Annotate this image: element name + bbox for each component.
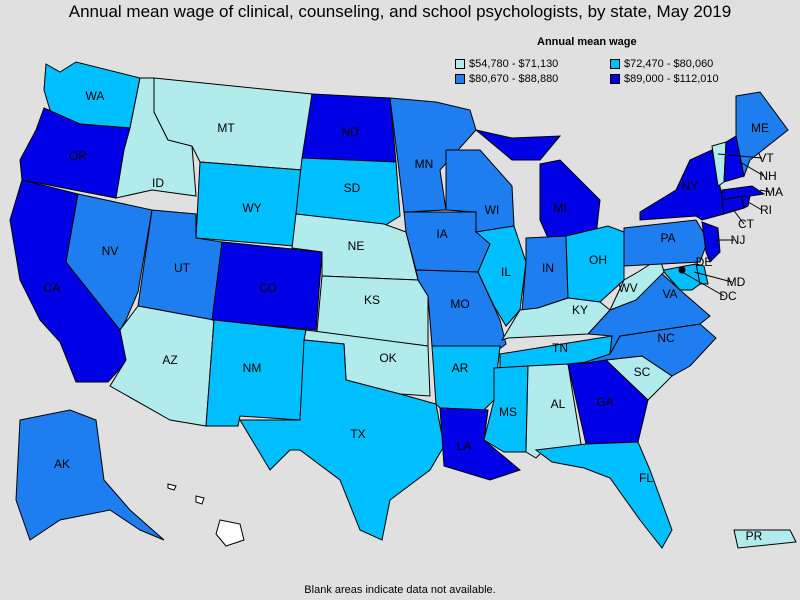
state-label-wa: WA bbox=[86, 89, 105, 103]
legend-swatch-tier-3 bbox=[610, 74, 620, 84]
legend-label-tier-0: $54,780 - $71,130 bbox=[469, 58, 559, 70]
state-label-fl: FL bbox=[639, 471, 653, 485]
legend-item-tier-1: $72,470 - $80,060 bbox=[610, 58, 770, 70]
state-label-ky: KY bbox=[572, 303, 588, 317]
state-label-ok: OK bbox=[379, 351, 396, 365]
state-label-nc: NC bbox=[657, 331, 675, 345]
state-label-sd: SD bbox=[344, 181, 361, 195]
state-label-la: LA bbox=[457, 439, 472, 453]
state-mn bbox=[389, 97, 477, 213]
legend-label-tier-2: $80,670 - $88,880 bbox=[469, 73, 559, 85]
state-pr bbox=[733, 529, 797, 549]
state-label-pa: PA bbox=[660, 231, 675, 245]
state-co bbox=[211, 241, 323, 331]
state-label-dc: DC bbox=[719, 289, 737, 303]
state-label-ia: IA bbox=[436, 227, 447, 241]
state-fl bbox=[534, 441, 673, 549]
leader-line-md bbox=[693, 271, 733, 283]
state-label-vt: VT bbox=[758, 151, 774, 165]
state-label-ct: CT bbox=[738, 217, 755, 231]
state-label-ca: CA bbox=[44, 281, 61, 295]
state-label-tn: TN bbox=[552, 341, 568, 355]
state-ky bbox=[500, 297, 611, 341]
state-label-ri: RI bbox=[760, 203, 772, 217]
leader-line-nh bbox=[739, 161, 765, 177]
state-label-wy: WY bbox=[242, 201, 261, 215]
footnote: Blank areas indicate data not available. bbox=[304, 584, 496, 596]
state-label-mi: MI bbox=[553, 201, 566, 215]
state-label-mt: MT bbox=[217, 121, 235, 135]
legend-item-tier-0: $54,780 - $71,130 bbox=[455, 58, 610, 70]
state-nj bbox=[701, 221, 721, 263]
legend-item-tier-3: $89,000 - $112,010 bbox=[610, 73, 770, 85]
leader-line-ma bbox=[759, 189, 771, 193]
state-label-sc: SC bbox=[634, 365, 651, 379]
state-label-tx: TX bbox=[350, 427, 365, 441]
state-label-co: CO bbox=[259, 281, 277, 295]
state-label-ma: MA bbox=[765, 185, 783, 199]
state-label-ut: UT bbox=[174, 261, 191, 275]
state-la bbox=[439, 407, 522, 481]
state-label-ar: AR bbox=[452, 361, 469, 375]
state-ma bbox=[721, 185, 766, 201]
legend-item-tier-2: $80,670 - $88,880 bbox=[455, 73, 610, 85]
state-label-id: ID bbox=[152, 176, 164, 190]
leader-line-vt bbox=[717, 153, 763, 159]
state-pa bbox=[623, 219, 709, 267]
state-label-ny: NY bbox=[682, 179, 699, 193]
state-label-nh: NH bbox=[759, 169, 776, 183]
state-label-me: ME bbox=[751, 121, 769, 135]
leader-line-ct bbox=[731, 207, 745, 225]
state-tx bbox=[239, 339, 445, 541]
legend-swatch-tier-1 bbox=[610, 59, 620, 69]
state-ak bbox=[15, 409, 165, 541]
state-label-il: IL bbox=[501, 265, 511, 279]
state-hi bbox=[167, 483, 245, 547]
state-label-de: DE bbox=[696, 255, 713, 269]
state-ar bbox=[431, 345, 501, 411]
map-title: Annual mean wage of clinical, counseling… bbox=[68, 2, 732, 21]
legend-swatch-tier-0 bbox=[455, 59, 465, 69]
state-label-wv: WV bbox=[618, 281, 637, 295]
state-label-ms: MS bbox=[499, 405, 517, 419]
state-label-ak: AK bbox=[54, 457, 70, 471]
legend-label-tier-1: $72,470 - $80,060 bbox=[624, 58, 714, 70]
state-me bbox=[735, 91, 789, 178]
state-sd bbox=[295, 157, 401, 227]
legend: Annual mean wage $54,780 - $71,130 $72,4… bbox=[455, 36, 775, 85]
state-md bbox=[663, 263, 701, 291]
state-label-nm: NM bbox=[243, 361, 262, 375]
state-label-ne: NE bbox=[348, 239, 365, 253]
state-label-ks: KS bbox=[364, 293, 380, 307]
state-label-mo: MO bbox=[450, 297, 469, 311]
legend-swatch-tier-2 bbox=[455, 74, 465, 84]
state-label-ga: GA bbox=[596, 395, 613, 409]
dc-marker bbox=[678, 266, 686, 274]
state-label-va: VA bbox=[662, 287, 677, 301]
state-label-oh: OH bbox=[589, 253, 607, 267]
state-label-nd: ND bbox=[341, 125, 359, 139]
state-label-md: MD bbox=[727, 275, 746, 289]
leader-line-dc bbox=[681, 271, 725, 297]
state-label-nv: NV bbox=[102, 244, 119, 258]
state-label-or: OR bbox=[69, 149, 87, 163]
state-label-in: IN bbox=[542, 261, 554, 275]
state-label-pr: PR bbox=[746, 529, 763, 543]
state-label-nj: NJ bbox=[731, 233, 746, 247]
leader-line-ri bbox=[747, 201, 763, 211]
state-label-mn: MN bbox=[415, 157, 434, 171]
state-il bbox=[474, 225, 527, 327]
state-label-al: AL bbox=[551, 397, 566, 411]
legend-label-tier-3: $89,000 - $112,010 bbox=[624, 73, 719, 85]
state-label-wi: WI bbox=[485, 203, 500, 217]
legend-title: Annual mean wage bbox=[537, 36, 637, 48]
state-label-az: AZ bbox=[162, 353, 177, 367]
